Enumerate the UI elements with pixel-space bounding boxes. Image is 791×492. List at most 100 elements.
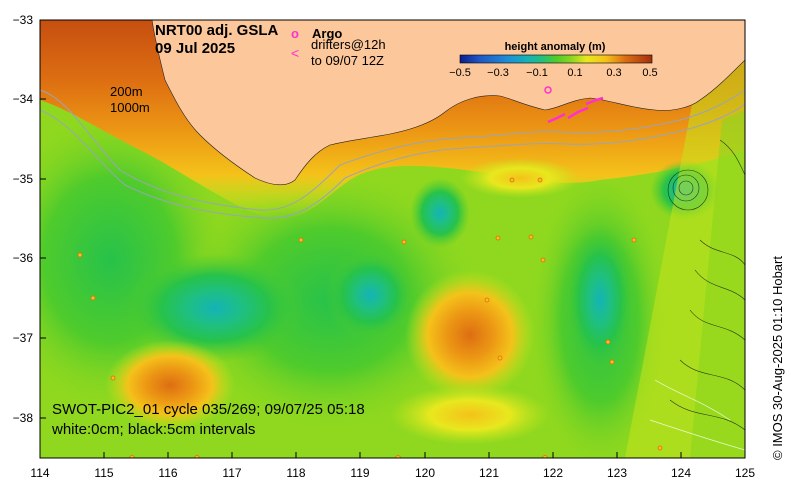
swot-caption: SWOT-PIC2_01 cycle 035/269; 09/07/25 05:… bbox=[52, 401, 365, 418]
argo-float bbox=[77, 252, 83, 258]
x-tick-label: 117 bbox=[222, 466, 241, 480]
x-tick-label: 118 bbox=[286, 466, 305, 480]
x-tick-label: 121 bbox=[479, 466, 499, 480]
cyclonic-eddy-east bbox=[565, 225, 635, 375]
colorbar-tick: 0.5 bbox=[642, 67, 657, 79]
argo-float bbox=[298, 237, 304, 243]
argo-float-highlight bbox=[544, 86, 552, 94]
x-tick-label: 114 bbox=[30, 466, 49, 480]
argo-float bbox=[495, 235, 501, 241]
swot-swath-inner bbox=[690, 110, 745, 458]
y-tick-label: −34 bbox=[13, 92, 34, 106]
drifter-legend-symbol: < bbox=[291, 45, 299, 61]
drifter-track bbox=[567, 106, 589, 120]
y-tick: −37 bbox=[13, 331, 46, 345]
colorbar: height anomaly (m) −0.5 −0.3 −0.1 0.1 0.… bbox=[449, 41, 658, 79]
isobath-200m bbox=[40, 89, 745, 211]
y-tick: −34 bbox=[13, 92, 46, 106]
x-tick-label: 125 bbox=[735, 466, 755, 480]
x-tick: 116 bbox=[158, 452, 178, 480]
y-tick: −36 bbox=[13, 251, 46, 265]
isobath-1000m-label: 1000m bbox=[110, 100, 150, 115]
drifter-tracks bbox=[547, 96, 604, 124]
argo-float bbox=[537, 177, 543, 183]
colorbar-tick: 0.1 bbox=[567, 67, 582, 79]
argo-float bbox=[395, 455, 401, 458]
map-date: 09 Jul 2025 bbox=[155, 40, 235, 57]
x-tick-label: 122 bbox=[543, 466, 563, 480]
argo-float bbox=[129, 455, 135, 458]
argo-float bbox=[484, 297, 490, 303]
map-title: NRT00 adj. GSLA bbox=[155, 22, 279, 39]
legend: o Argo < drifters@12h to 09/07 12Z bbox=[291, 26, 386, 68]
argo-float bbox=[528, 234, 534, 240]
cyclonic-eddy-south bbox=[325, 250, 415, 340]
isobath-200m-label: 200m bbox=[110, 84, 143, 99]
argo-float bbox=[657, 445, 663, 451]
argo-float bbox=[110, 375, 116, 381]
y-tick: −33 bbox=[13, 13, 46, 27]
colorbar-title: height anomaly (m) bbox=[505, 41, 606, 53]
argo-floats bbox=[77, 177, 663, 458]
argo-float bbox=[540, 257, 546, 263]
anticyclonic-eddy-southwest bbox=[105, 340, 235, 430]
y-tick: −38 bbox=[13, 411, 46, 425]
x-tick-label: 123 bbox=[607, 466, 627, 480]
x-tick: 125 bbox=[735, 452, 755, 480]
cyclonic-eddy-north bbox=[410, 178, 470, 248]
swot-zero-contours bbox=[649, 379, 745, 451]
x-tick: 124 bbox=[671, 452, 691, 480]
y-tick-label: −37 bbox=[13, 331, 34, 345]
argo-float bbox=[605, 339, 611, 345]
y-tick-label: −38 bbox=[13, 411, 34, 425]
x-tick: 114 bbox=[30, 452, 50, 480]
x-tick: 115 bbox=[94, 452, 114, 480]
argo-legend-symbol: o bbox=[291, 26, 299, 41]
plot-frame bbox=[39, 19, 746, 459]
argo-float bbox=[631, 237, 637, 243]
plot-area bbox=[40, 20, 745, 458]
x-tick-label: 120 bbox=[415, 466, 435, 480]
colorbar-ramp bbox=[459, 54, 653, 64]
argo-float bbox=[497, 355, 503, 361]
argo-float bbox=[542, 455, 548, 458]
y-tick-label: −36 bbox=[13, 251, 34, 265]
y-tick-label: −35 bbox=[13, 172, 34, 186]
drifter-track bbox=[547, 112, 566, 124]
x-tick-label: 116 bbox=[158, 466, 177, 480]
x-tick: 120 bbox=[415, 452, 435, 480]
colorbar-tick: 0.3 bbox=[606, 67, 621, 79]
anticyclonic-eddy-center bbox=[405, 270, 535, 400]
warm-patch-coast bbox=[460, 158, 580, 198]
x-tick: 121 bbox=[479, 452, 499, 480]
y-tick-label: −33 bbox=[13, 13, 34, 27]
colorbar-tick: −0.1 bbox=[526, 67, 548, 79]
argo-float bbox=[509, 177, 515, 183]
drifter-legend-label: drifters@12h bbox=[311, 37, 386, 52]
colorbar-tick: −0.3 bbox=[487, 67, 509, 79]
x-tick: 118 bbox=[286, 452, 306, 480]
x-tick: 123 bbox=[607, 452, 627, 480]
drifter-track bbox=[585, 96, 604, 106]
argo-float bbox=[609, 359, 615, 365]
x-tick-label: 119 bbox=[350, 466, 369, 480]
argo-float bbox=[194, 455, 200, 458]
imos-credit: © IMOS 30-Aug-2025 01:10 Hobart bbox=[770, 256, 785, 460]
contour-caption: white:0cm; black:5cm intervals bbox=[51, 421, 255, 438]
x-tick: 119 bbox=[350, 452, 370, 480]
x-tick: 122 bbox=[543, 452, 563, 480]
argo-float bbox=[90, 295, 96, 301]
y-axis: −33 −34 −35 −36 −37 −38 bbox=[13, 13, 46, 425]
x-tick-label: 115 bbox=[94, 466, 113, 480]
cyclonic-eddy-west bbox=[125, 253, 305, 363]
argo-float bbox=[401, 239, 407, 245]
x-tick: 117 bbox=[222, 452, 242, 480]
swot-contours bbox=[667, 139, 745, 431]
warm-patch-south bbox=[390, 385, 550, 445]
x-tick-label: 124 bbox=[671, 466, 691, 480]
argo-legend-label: Argo bbox=[312, 26, 342, 41]
isobath-1000m bbox=[40, 103, 745, 219]
colorbar-tick: −0.5 bbox=[449, 67, 471, 79]
x-axis: 114 115 116 117 118 119 120 121 122 123 … bbox=[30, 452, 755, 480]
